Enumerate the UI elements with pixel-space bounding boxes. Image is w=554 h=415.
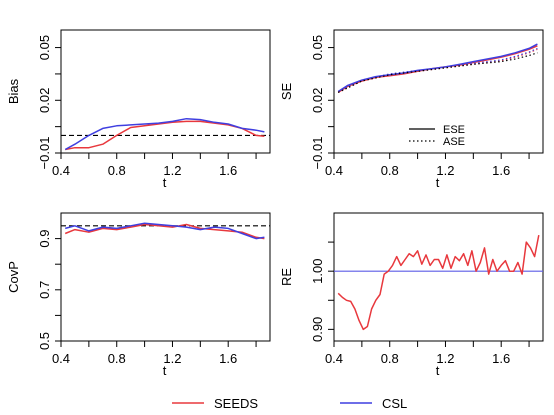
x-axis: 0.4 0.8 1.2 1.6 t bbox=[52, 341, 257, 378]
y-tick-label: 0.05 bbox=[310, 35, 325, 60]
plot-frame bbox=[333, 212, 544, 342]
x-tick-label: 0.4 bbox=[325, 163, 343, 178]
x-tick-label: 0.8 bbox=[108, 163, 126, 178]
panel-covp: 0.4 0.8 1.2 1.6 t 0.5 0.7 0.9 CovP bbox=[6, 212, 271, 378]
x-tick-label: 1.2 bbox=[436, 163, 454, 178]
plot-frame bbox=[333, 29, 544, 154]
y-tick-label: 0.5 bbox=[37, 332, 52, 350]
series-line-seeds bbox=[64, 223, 265, 240]
x-tick-label: 1.2 bbox=[163, 163, 181, 178]
series-group bbox=[64, 117, 265, 151]
x-axis-label: t bbox=[436, 175, 440, 190]
x-tick-label: 1.6 bbox=[492, 163, 510, 178]
y-axis: −0.01 0.02 0.05 Bias bbox=[6, 35, 61, 170]
y-tick-label: 0.02 bbox=[310, 88, 325, 113]
y-axis-label: CovP bbox=[6, 261, 21, 293]
x-axis: 0.4 0.8 1.2 1.6 t bbox=[325, 341, 530, 378]
series-line-seeds bbox=[337, 234, 540, 331]
y-tick-label: 0.7 bbox=[37, 281, 52, 299]
y-axis: 0.90 1.00 RE bbox=[279, 241, 334, 342]
x-axis: 0.4 0.8 1.2 1.6 t bbox=[325, 153, 530, 190]
x-tick-label: 1.2 bbox=[163, 351, 181, 366]
x-tick-label: 0.4 bbox=[52, 163, 70, 178]
series-group bbox=[337, 234, 540, 331]
plot-frame bbox=[60, 212, 271, 342]
y-tick-label: 1.00 bbox=[310, 259, 325, 284]
y-axis: 0.5 0.7 0.9 CovP bbox=[6, 230, 61, 350]
figure-legend: SEEDS CSL bbox=[172, 396, 407, 411]
series-line-ase bbox=[337, 52, 538, 93]
legend-label-csl: CSL bbox=[382, 396, 407, 411]
x-tick-label: 1.6 bbox=[492, 351, 510, 366]
x-axis: 0.4 0.8 1.2 1.6 t bbox=[52, 153, 257, 190]
series-line-csl-ese bbox=[337, 43, 538, 93]
series-line-csl bbox=[64, 117, 265, 151]
y-tick-label: 0.05 bbox=[37, 35, 52, 60]
y-axis-label: RE bbox=[279, 268, 294, 286]
y-tick-label: −0.01 bbox=[310, 137, 325, 170]
series-group bbox=[337, 43, 538, 94]
series-line-csl bbox=[65, 222, 265, 240]
legend-label-seeds: SEEDS bbox=[214, 396, 258, 411]
x-axis-label: t bbox=[436, 363, 440, 378]
x-tick-label: 0.4 bbox=[325, 351, 343, 366]
series-line-csl-ase bbox=[337, 47, 538, 93]
y-tick-label: 0.90 bbox=[310, 317, 325, 342]
x-tick-label: 1.2 bbox=[436, 351, 454, 366]
legend-label-ese: ESE bbox=[443, 124, 465, 136]
y-tick-label: −0.01 bbox=[37, 137, 52, 170]
x-tick-label: 1.6 bbox=[219, 351, 237, 366]
x-tick-label: 0.8 bbox=[108, 351, 126, 366]
y-tick-label: 0.9 bbox=[37, 230, 52, 248]
x-tick-label: 0.8 bbox=[381, 163, 399, 178]
series-line-seeds-ese bbox=[337, 45, 538, 94]
plot-frame bbox=[60, 29, 271, 154]
y-axis: −0.01 0.02 0.05 SE bbox=[279, 35, 334, 170]
legend-label-ase: ASE bbox=[443, 136, 465, 148]
panel-bias: 0.4 0.8 1.2 1.6 t −0.01 0.02 0.05 Bias bbox=[6, 29, 271, 190]
y-axis-label: SE bbox=[279, 83, 294, 101]
x-axis-label: t bbox=[163, 363, 167, 378]
x-tick-label: 1.6 bbox=[219, 163, 237, 178]
y-tick-label: 0.02 bbox=[37, 88, 52, 113]
panel-re: 0.4 0.8 1.2 1.6 t 0.90 1.00 RE bbox=[279, 212, 544, 378]
x-tick-label: 0.8 bbox=[381, 351, 399, 366]
x-tick-label: 0.4 bbox=[52, 351, 70, 366]
y-axis-label: Bias bbox=[6, 78, 21, 104]
x-axis-label: t bbox=[163, 175, 167, 190]
series-group bbox=[64, 222, 265, 240]
